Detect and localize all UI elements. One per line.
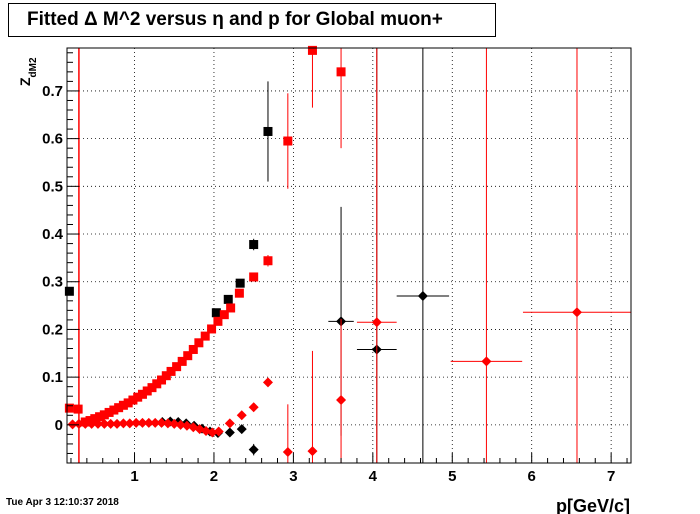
data-point-square bbox=[188, 344, 198, 354]
data-point-diamond bbox=[248, 402, 259, 413]
data-point-diamond bbox=[156, 417, 167, 428]
data-point-square bbox=[172, 362, 182, 372]
data-point-square bbox=[109, 405, 119, 415]
y-axis-title-subscript: dM2 bbox=[28, 57, 39, 77]
data-point-diamond bbox=[118, 418, 129, 429]
x-tick-label: 5 bbox=[448, 468, 456, 485]
y-tick-label: 0.6 bbox=[42, 131, 63, 148]
data-point-square bbox=[207, 324, 217, 334]
data-point-square bbox=[90, 414, 100, 424]
x-tick-label: 4 bbox=[369, 468, 378, 485]
data-point-square bbox=[157, 375, 167, 385]
x-tick-label: 1 bbox=[130, 468, 138, 485]
data-point-square bbox=[200, 331, 210, 341]
data-point-square bbox=[133, 392, 143, 402]
data-point-square bbox=[118, 400, 128, 410]
data-point-diamond bbox=[86, 418, 97, 429]
data-point-square bbox=[177, 356, 187, 366]
data-point-square bbox=[99, 410, 109, 420]
x-tick-label: 3 bbox=[289, 468, 297, 485]
data-point-diamond bbox=[92, 418, 103, 429]
y-tick-label: 0.5 bbox=[42, 178, 63, 195]
x-tick-label: 2 bbox=[210, 468, 218, 485]
data-point-square bbox=[152, 379, 162, 389]
data-point-diamond bbox=[371, 317, 382, 328]
data-point-square bbox=[142, 386, 152, 396]
data-point-square bbox=[219, 310, 229, 320]
data-point-diamond bbox=[307, 446, 318, 457]
data-point-square bbox=[213, 316, 223, 326]
data-point-diamond bbox=[248, 444, 259, 455]
plot-frame bbox=[66, 47, 632, 464]
data-point-square bbox=[336, 67, 346, 77]
axes: 1 2 3 4 5 6 7 0 0.1 0.2 0.3 0.4 0.5 0.6 0.7 bbox=[42, 52, 628, 485]
data-point-diamond bbox=[175, 419, 186, 430]
y-tick-label: 0.7 bbox=[42, 83, 63, 100]
data-point-square bbox=[114, 403, 124, 413]
data-point-diamond bbox=[137, 417, 148, 428]
y-tick-label: 0.2 bbox=[42, 321, 63, 338]
data-point-square bbox=[104, 407, 114, 417]
data-point-square bbox=[307, 45, 317, 55]
data-point-diamond bbox=[169, 418, 180, 429]
y-tick-label: 0.4 bbox=[42, 226, 64, 243]
data-point-diamond bbox=[571, 307, 582, 318]
data-point-diamond bbox=[124, 418, 135, 429]
data-point-square bbox=[123, 398, 133, 408]
data-point-square bbox=[137, 389, 147, 399]
x-tick-label: 6 bbox=[528, 468, 536, 485]
data-point-diamond bbox=[481, 356, 492, 367]
y-axis-title-main: Z bbox=[17, 77, 33, 86]
data-point-square bbox=[147, 383, 157, 393]
data-point-diamond bbox=[105, 418, 116, 429]
data-point-diamond bbox=[143, 417, 154, 428]
data-point-square bbox=[249, 240, 259, 250]
timestamp: Tue Apr 3 12:10:37 2018 bbox=[6, 497, 119, 508]
data-point-square bbox=[249, 272, 259, 282]
data-point-diamond bbox=[236, 424, 247, 435]
data-point-diamond bbox=[112, 418, 123, 429]
data-point-square bbox=[166, 366, 176, 376]
data-point-square bbox=[183, 351, 193, 361]
x-tick-label: 7 bbox=[607, 468, 615, 485]
data-point-diamond bbox=[262, 377, 273, 388]
data-point-diamond bbox=[162, 418, 173, 429]
y-axis-title: ZdM2 bbox=[17, 57, 39, 86]
y-tick-label: 0 bbox=[55, 417, 63, 434]
data-point-diamond bbox=[131, 417, 142, 428]
data-point-square bbox=[263, 256, 273, 266]
data-point-square bbox=[194, 338, 204, 348]
data-point-diamond bbox=[213, 426, 224, 437]
data-point-diamond bbox=[99, 418, 110, 429]
data-point-diamond bbox=[236, 410, 247, 421]
data-point-diamond bbox=[207, 427, 218, 438]
chart-title: Fitted Δ M^2 versus η and p for Global m… bbox=[8, 3, 496, 37]
data-point-diamond bbox=[417, 291, 428, 302]
data-point-diamond bbox=[80, 418, 91, 429]
data-point-square bbox=[64, 403, 74, 413]
data-point-square bbox=[161, 371, 171, 381]
y-tick-label: 0.3 bbox=[42, 274, 63, 291]
data-point-square bbox=[223, 294, 233, 304]
data-point-diamond bbox=[336, 395, 347, 406]
grid bbox=[67, 48, 631, 463]
data-point-square bbox=[234, 288, 244, 298]
data-point-diamond bbox=[150, 417, 161, 428]
y-tick-label: 0.1 bbox=[42, 369, 63, 386]
data-point-square bbox=[226, 303, 236, 313]
data-point-diamond bbox=[282, 447, 293, 458]
data-point-square bbox=[128, 395, 138, 405]
data-point-diamond bbox=[224, 418, 235, 429]
data-point-square bbox=[211, 308, 221, 318]
x-axis-title: p[GeV/c] bbox=[556, 496, 630, 514]
data-point-square bbox=[95, 412, 105, 422]
data-marks bbox=[64, 45, 631, 463]
data-point-diamond bbox=[73, 418, 84, 429]
data-point-square bbox=[263, 126, 273, 136]
data-point-square bbox=[73, 404, 83, 414]
data-point-diamond bbox=[224, 427, 235, 438]
data-point-square bbox=[283, 136, 293, 146]
data-point-square bbox=[235, 278, 245, 288]
